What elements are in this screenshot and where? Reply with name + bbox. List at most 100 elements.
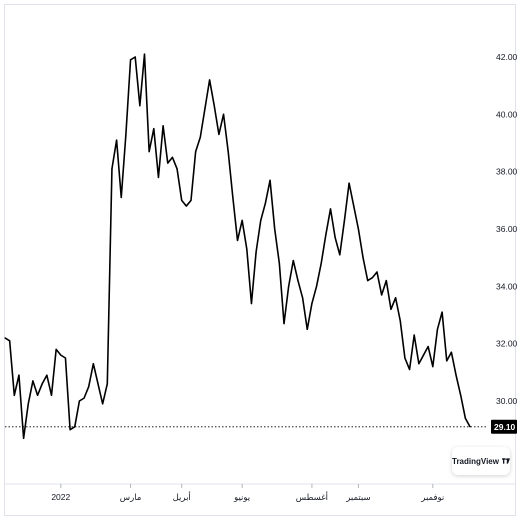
data-point — [343, 219, 346, 221]
data-point — [269, 179, 271, 181]
data-point — [460, 394, 462, 396]
data-point — [102, 403, 104, 405]
tradingview-tv-icon — [501, 458, 510, 464]
data-point — [125, 133, 127, 135]
data-point — [9, 340, 11, 342]
data-point — [176, 168, 178, 170]
data-point — [218, 133, 220, 135]
data-point — [18, 374, 20, 376]
x-tick-label: نوفمبر — [420, 492, 444, 502]
data-point — [69, 429, 71, 431]
y-tick-label: 36.00 — [496, 224, 518, 234]
data-point — [97, 383, 99, 385]
data-point — [241, 219, 243, 221]
tradingview-logo-text: TradingView — [452, 456, 499, 466]
data-point — [153, 128, 155, 130]
data-point — [60, 354, 62, 356]
data-point — [320, 262, 322, 264]
y-tick-label: 30.00 — [496, 396, 518, 406]
x-tick-label: أبريل — [173, 491, 191, 502]
data-point — [399, 320, 401, 322]
data-point — [190, 199, 192, 201]
data-point — [83, 397, 85, 399]
data-point — [106, 383, 108, 385]
data-point — [306, 328, 308, 330]
data-point — [367, 280, 369, 282]
data-point — [390, 308, 392, 310]
data-point — [209, 79, 211, 81]
data-point — [92, 363, 94, 365]
data-point — [395, 297, 397, 299]
data-point — [167, 162, 169, 164]
data-point — [222, 113, 225, 115]
data-point — [413, 334, 415, 336]
data-point — [455, 374, 457, 376]
data-point — [441, 311, 443, 313]
data-point — [88, 386, 90, 388]
y-tick-label: 40.00 — [496, 109, 518, 119]
y-tick-label: 38.00 — [496, 167, 518, 177]
data-point — [23, 437, 25, 439]
last-price-badge-label: 29.10 — [494, 422, 516, 432]
x-tick-label: 2022 — [51, 492, 70, 502]
data-point — [422, 354, 425, 356]
data-point — [427, 345, 429, 348]
data-point — [325, 234, 327, 236]
data-point — [181, 199, 183, 201]
data-point — [302, 297, 304, 299]
x-tick-label: أغسطس — [296, 491, 328, 502]
data-point — [283, 323, 285, 325]
data-point — [362, 257, 364, 259]
tradingview-logo[interactable]: TradingView — [452, 447, 510, 475]
data-point — [64, 357, 67, 359]
data-point — [134, 56, 136, 58]
data-point — [464, 417, 466, 419]
data-point — [381, 294, 383, 296]
data-point — [255, 251, 257, 253]
data-point — [204, 108, 206, 110]
data-point — [120, 196, 122, 199]
data-point — [157, 176, 160, 178]
data-point — [450, 351, 452, 353]
data-point — [78, 400, 80, 402]
data-point — [353, 205, 355, 207]
data-point — [27, 403, 29, 405]
data-point — [199, 136, 201, 138]
x-tick-label: مارس — [120, 492, 142, 502]
data-point — [4, 337, 6, 339]
data-point — [348, 182, 350, 184]
last-price-badge — [491, 419, 517, 434]
data-point — [74, 426, 76, 428]
data-point — [36, 394, 39, 396]
data-point — [111, 168, 113, 170]
data-point — [236, 239, 239, 242]
data-point — [329, 208, 332, 210]
data-point — [250, 302, 253, 305]
data-point — [334, 237, 336, 239]
data-point — [55, 348, 57, 350]
data-point — [148, 151, 150, 153]
data-point — [129, 59, 132, 61]
data-point — [357, 228, 359, 230]
data-point — [227, 151, 229, 153]
x-tick-label: يونيو — [233, 492, 251, 502]
data-point — [195, 151, 197, 153]
data-point — [32, 380, 34, 382]
data-point — [213, 105, 215, 107]
data-point — [41, 383, 43, 385]
data-point — [339, 254, 341, 256]
data-point — [139, 105, 141, 107]
data-point — [162, 125, 164, 127]
data-point — [408, 368, 411, 371]
data-point — [288, 285, 290, 287]
data-point — [116, 139, 118, 141]
data-point — [385, 280, 387, 282]
data-point — [50, 394, 53, 396]
data-point — [432, 366, 434, 368]
data-point — [264, 202, 266, 204]
data-point — [297, 280, 299, 282]
y-tick-label: 34.00 — [496, 281, 518, 291]
data-point — [446, 360, 448, 362]
data-point — [232, 196, 234, 199]
